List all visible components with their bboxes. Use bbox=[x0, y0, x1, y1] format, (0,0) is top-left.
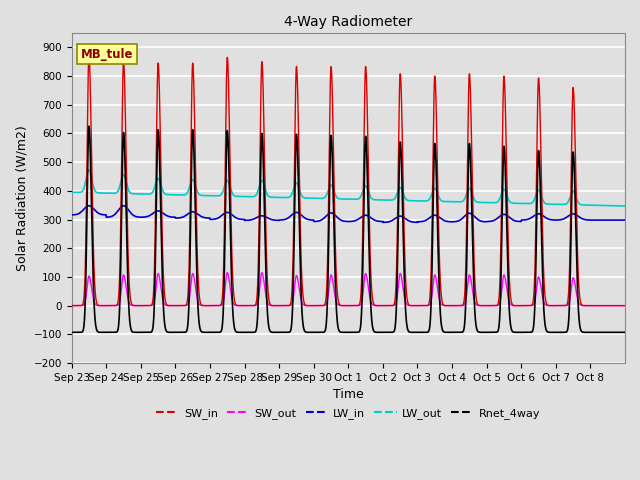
Legend: SW_in, SW_out, LW_in, LW_out, Rnet_4way: SW_in, SW_out, LW_in, LW_out, Rnet_4way bbox=[152, 404, 545, 423]
X-axis label: Time: Time bbox=[333, 388, 364, 401]
Title: 4-Way Radiometer: 4-Way Radiometer bbox=[284, 15, 412, 29]
Y-axis label: Solar Radiation (W/m2): Solar Radiation (W/m2) bbox=[15, 125, 28, 271]
Text: MB_tule: MB_tule bbox=[81, 48, 133, 60]
